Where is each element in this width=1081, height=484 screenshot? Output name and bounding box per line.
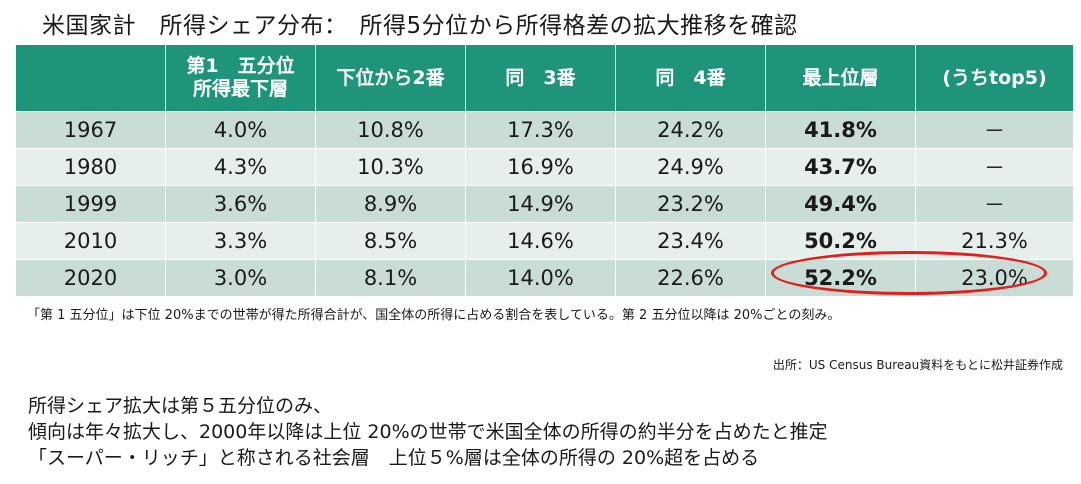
cell-top: 41.8% (765, 111, 916, 149)
cell-top: 49.4% (765, 185, 916, 223)
source-note: 出所：US Census Bureau資料をもとに松井証券作成 (772, 358, 1063, 372)
footnote: 「第 1 五分位」は下位 20%までの世帯が得た所得合計が、国全体の所得に占める… (27, 308, 841, 323)
summary-text: 所得シェア拡大は第５五分位のみ、 傾向は年々拡大し、2000年以降は上位 20%… (28, 393, 828, 471)
cell-top5: － (915, 185, 1074, 223)
cell-q4: 22.6% (615, 259, 766, 297)
cell-q3: 14.9% (465, 185, 616, 223)
cell-q1: 3.0% (165, 259, 316, 297)
cell-q1: 4.3% (165, 148, 316, 186)
cell-q4: 23.4% (615, 222, 766, 260)
summary-line: 「スーパー・リッチ」と称される社会層 上位５%層は全体の所得の 20%超を占める (28, 447, 760, 469)
cell-q3: 16.9% (465, 148, 616, 186)
header-year (15, 44, 166, 112)
cell-top5: 23.0% (915, 259, 1074, 297)
income-share-table: 第1 五分位 所得最下層 下位から2番 同 3番 同 4番 最上位層 (うちto… (15, 44, 1074, 297)
cell-year: 1967 (15, 111, 166, 149)
table-row: 1999 3.6% 8.9% 14.9% 23.2% 49.4% － (15, 185, 1074, 223)
cell-q2: 8.1% (315, 259, 466, 297)
cell-q4: 24.2% (615, 111, 766, 149)
page-title: 米国家計 所得シェア分布： 所得5分位から所得格差の拡大推移を確認 (42, 13, 798, 39)
cell-year: 2010 (15, 222, 166, 260)
cell-q2: 10.3% (315, 148, 466, 186)
header-quintile-4: 同 4番 (615, 44, 766, 112)
cell-year: 2020 (15, 259, 166, 297)
header-quintile-2: 下位から2番 (315, 44, 466, 112)
cell-q4: 23.2% (615, 185, 766, 223)
cell-q3: 17.3% (465, 111, 616, 149)
table-row: 1967 4.0% 10.8% 17.3% 24.2% 41.8% － (15, 111, 1074, 149)
header-top-quintile: 最上位層 (765, 44, 916, 112)
cell-q2: 10.8% (315, 111, 466, 149)
cell-q2: 8.5% (315, 222, 466, 260)
cell-q4: 24.9% (615, 148, 766, 186)
cell-top5: － (915, 111, 1074, 149)
cell-q3: 14.0% (465, 259, 616, 297)
cell-top: 43.7% (765, 148, 916, 186)
header-top5: (うちtop5) (915, 44, 1074, 112)
header-quintile-1: 第1 五分位 所得最下層 (165, 44, 316, 112)
cell-q2: 8.9% (315, 185, 466, 223)
cell-q1: 4.0% (165, 111, 316, 149)
cell-year: 1980 (15, 148, 166, 186)
table-row: 2010 3.3% 8.5% 14.6% 23.4% 50.2% 21.3% (15, 222, 1074, 260)
header-quintile-3: 同 3番 (465, 44, 616, 112)
table-row: 2020 3.0% 8.1% 14.0% 22.6% 52.2% 23.0% (15, 259, 1074, 297)
table-row: 1980 4.3% 10.3% 16.9% 24.9% 43.7% － (15, 148, 1074, 186)
cell-year: 1999 (15, 185, 166, 223)
cell-top: 52.2% (765, 259, 916, 297)
cell-q3: 14.6% (465, 222, 616, 260)
cell-top: 50.2% (765, 222, 916, 260)
cell-top5: － (915, 148, 1074, 186)
table-header-row: 第1 五分位 所得最下層 下位から2番 同 3番 同 4番 最上位層 (うちto… (15, 44, 1074, 112)
cell-q1: 3.6% (165, 185, 316, 223)
summary-line: 所得シェア拡大は第５五分位のみ、 (28, 395, 333, 417)
cell-q1: 3.3% (165, 222, 316, 260)
summary-line: 傾向は年々拡大し、2000年以降は上位 20%の世帯で米国全体の所得の約半分を占… (28, 421, 828, 443)
cell-top5: 21.3% (915, 222, 1074, 260)
